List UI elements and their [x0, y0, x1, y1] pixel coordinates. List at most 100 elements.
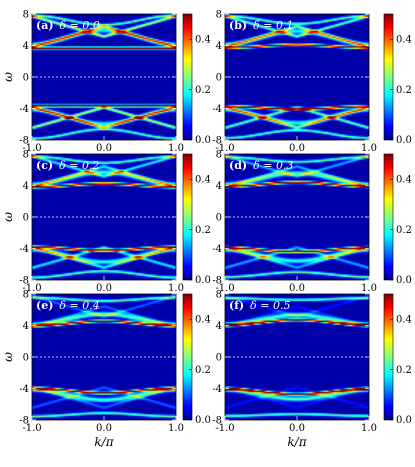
panel-letter: (c): [36, 159, 53, 172]
panel-e: (e) δ = 0.4 -8 -4 0 4 8 -1.0 0.0 1.0 0.0 0.2 0.4 ω k/π: [1, 290, 211, 450]
panel-label: (d) δ = 0.3: [229, 159, 293, 172]
x-tick-label: 0.0: [96, 283, 112, 294]
y-tick-label: 0: [23, 353, 29, 364]
y-tick-label: 8: [216, 10, 222, 21]
y-tick-label: 0: [23, 73, 29, 84]
x-tick-label: 1.0: [168, 143, 184, 154]
panel-a: (a) δ = 0.0 -8 -4 0 4 8 -1.0 0.0 1.0 0.0 0.2 0.4 ω: [1, 10, 211, 155]
x-tick-label: -1.0: [215, 143, 234, 154]
colorbar-tick-label: 0.4: [195, 315, 211, 326]
colorbar-tick-label: 0.2: [396, 225, 412, 236]
colorbar-tick-label: 0.4: [195, 35, 211, 46]
panel-label: (c) δ = 0.2: [36, 159, 99, 172]
colorbar-tick-label: 0.2: [195, 225, 211, 236]
colorbar-tick-label: 0.2: [195, 85, 211, 96]
panel-delta: δ = 0.3: [253, 159, 293, 172]
y-tick-label: 8: [23, 290, 29, 301]
colorbar-tick-label: 0.0: [195, 275, 211, 286]
panel-d: (d) δ = 0.3 -8 -4 0 4 8 -1.0 0.0 1.0 0.0 0.2 0.4: [212, 150, 412, 295]
colorbar: [383, 153, 394, 281]
panel-f: (f) δ = 0.5 -8 -4 0 4 8 -1.0 0.0 1.0 0.0 0.2 0.4 k/π: [212, 290, 412, 450]
y-tick-label: -8: [19, 416, 29, 427]
y-tick-label: 4: [216, 321, 222, 332]
x-tick-label: -1.0: [215, 283, 234, 294]
panel-letter: (e): [36, 299, 53, 312]
panel-delta: δ = 0.1: [253, 19, 293, 32]
colorbar: [383, 293, 394, 421]
y-tick-label: 4: [23, 321, 29, 332]
colorbar-tick-label: 0.0: [396, 415, 412, 426]
panel-delta: δ = 0.4: [59, 299, 99, 312]
colorbar: [182, 293, 193, 421]
x-tick-label: 1.0: [361, 143, 377, 154]
panel-label: (b) δ = 0.1: [229, 19, 293, 32]
y-tick-label: -4: [212, 384, 222, 395]
y-tick-label: -8: [212, 416, 222, 427]
y-tick-label: -4: [212, 244, 222, 255]
x-tick-label: -1.0: [22, 143, 41, 154]
colorbar-tick-label: 0.0: [396, 275, 412, 286]
y-tick-label: 8: [216, 290, 222, 301]
y-tick-label: -8: [212, 276, 222, 287]
x-tick-label: 0.0: [96, 423, 112, 434]
y-tick-label: -4: [19, 244, 29, 255]
y-tick-label: -4: [212, 104, 222, 115]
x-tick-label: 0.0: [96, 143, 112, 154]
panel-letter: (b): [229, 19, 247, 32]
panel-delta: δ = 0.0: [60, 19, 100, 32]
y-axis-label: ω: [1, 72, 15, 82]
colorbar-tick-label: 0.0: [195, 415, 211, 426]
colorbar: [182, 153, 193, 281]
y-tick-label: -8: [19, 136, 29, 147]
y-tick-label: 4: [23, 181, 29, 192]
colorbar-tick-label: 0.4: [396, 35, 412, 46]
x-tick-label: 0.0: [289, 423, 305, 434]
colorbar-tick-label: 0.2: [396, 365, 412, 376]
y-tick-label: 4: [216, 41, 222, 52]
panel-letter: (d): [229, 159, 247, 172]
panel-delta: δ = 0.5: [250, 299, 290, 312]
colorbar-tick-label: 0.2: [396, 85, 412, 96]
y-tick-label: 4: [23, 41, 29, 52]
x-tick-label: 0.0: [289, 283, 305, 294]
y-tick-label: 8: [23, 10, 29, 21]
colorbar-tick-label: 0.0: [396, 135, 412, 146]
x-tick-label: -1.0: [22, 283, 41, 294]
y-tick-label: 8: [23, 150, 29, 161]
y-tick-label: 0: [216, 73, 222, 84]
colorbar-tick-label: 0.4: [396, 315, 412, 326]
y-tick-label: -4: [19, 384, 29, 395]
panel-c: (c) δ = 0.2 -8 -4 0 4 8 -1.0 0.0 1.0 0.0 0.2 0.4 ω: [1, 150, 211, 295]
panel-letter: (f): [229, 299, 244, 312]
y-tick-label: -8: [212, 136, 222, 147]
x-axis-label: k/π: [287, 435, 307, 449]
x-tick-label: 1.0: [361, 283, 377, 294]
panel-label: (f) δ = 0.5: [229, 299, 290, 312]
colorbar: [383, 13, 394, 141]
y-axis-label: ω: [1, 352, 15, 362]
y-tick-label: 0: [216, 353, 222, 364]
x-tick-label: 1.0: [361, 423, 377, 434]
x-axis-label: k/π: [94, 435, 114, 449]
colorbar-tick-label: 0.4: [396, 175, 412, 186]
y-tick-label: 0: [216, 213, 222, 224]
panel-b: (b) δ = 0.1 -8 -4 0 4 8 -1.0 0.0 1.0 0.0 0.2 0.4: [212, 10, 412, 155]
x-tick-label: -1.0: [215, 423, 234, 434]
y-tick-label: 4: [216, 181, 222, 192]
panel-letter: (a): [36, 19, 54, 32]
panel-label: (a) δ = 0.0: [36, 19, 100, 32]
panel-delta: δ = 0.2: [59, 159, 99, 172]
colorbar: [182, 13, 193, 141]
x-tick-label: -1.0: [22, 423, 41, 434]
y-tick-label: 8: [216, 150, 222, 161]
y-axis-label: ω: [1, 212, 15, 222]
colorbar-tick-label: 0.2: [195, 365, 211, 376]
x-tick-label: 0.0: [289, 143, 305, 154]
panel-label: (e) δ = 0.4: [36, 299, 100, 312]
colorbar-tick-label: 0.0: [195, 135, 211, 146]
y-tick-label: -8: [19, 276, 29, 287]
colorbar-tick-label: 0.4: [195, 175, 211, 186]
x-tick-label: 1.0: [168, 423, 184, 434]
y-tick-label: 0: [23, 213, 29, 224]
